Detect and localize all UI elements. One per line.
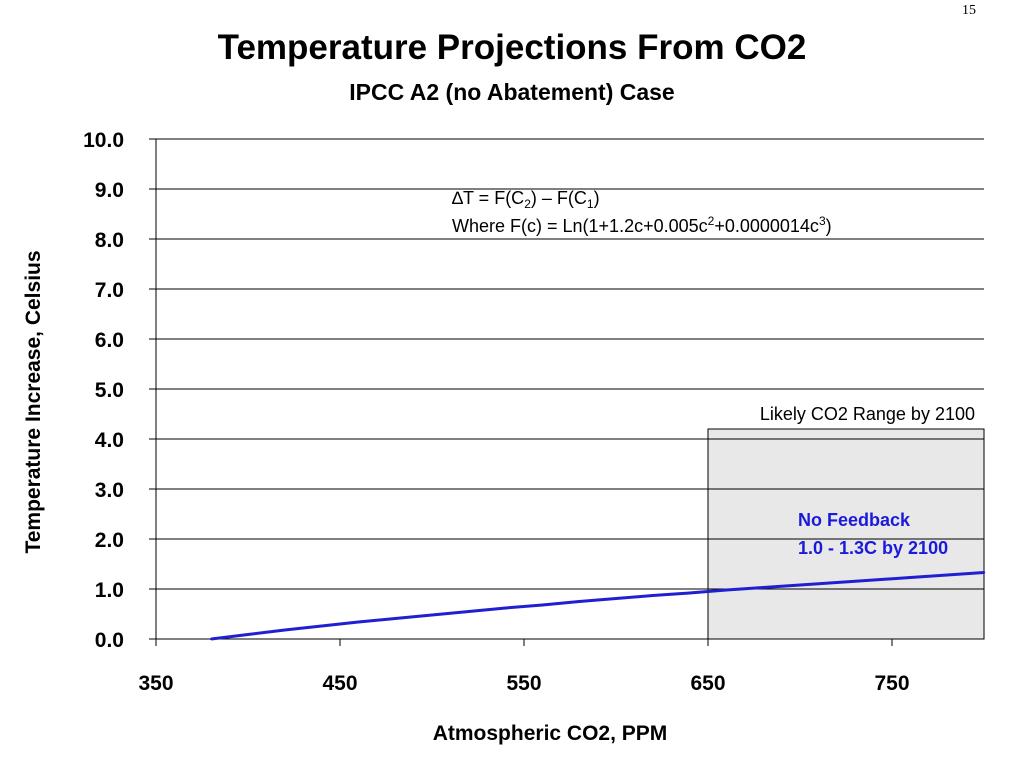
series-point	[283, 628, 286, 632]
x-ticks: 350 450 550 650 750	[138, 639, 910, 695]
series-point	[246, 633, 250, 636]
series-point	[762, 586, 765, 589]
series-point	[835, 581, 838, 584]
formula-line2: Where F(c) = Ln(1+1.2c+0.005c2+0.0000014…	[452, 214, 832, 236]
y-tick-label: 2.0	[95, 529, 124, 552]
y-tick-label: 1.0	[95, 579, 124, 602]
series-point	[467, 610, 470, 613]
x-tick-label: 750	[874, 672, 909, 695]
formula-line2-prefix: Where F(c) = Ln(1+1.2c+0.005c	[452, 216, 708, 236]
series-point	[541, 603, 544, 607]
formula-line1-sub1: 2	[524, 197, 531, 211]
x-tick-label: 450	[322, 672, 357, 695]
series-point	[614, 597, 618, 600]
series-point	[982, 571, 986, 574]
y-tick-label: 6.0	[95, 329, 124, 352]
y-axis-title: Temperature Increase, Celsius	[22, 250, 45, 553]
series-point	[946, 573, 949, 577]
x-axis-title: Atmospheric CO2, PPM	[433, 722, 668, 745]
y-tick-label: 4.0	[95, 429, 124, 452]
grid	[156, 138, 984, 590]
series-point	[430, 613, 434, 617]
range-annotation: Likely CO2 Range by 2100	[760, 404, 975, 424]
slide-number: 15	[962, 3, 976, 18]
likely-range-box	[707, 428, 985, 640]
formula-line1-prefix: ∆T = F(C	[452, 188, 524, 208]
formula-line2-suffix: )	[826, 216, 832, 236]
formula-line2-mid: +0.0000014c	[714, 216, 819, 236]
series-point	[651, 594, 654, 597]
series-point	[504, 606, 507, 610]
chart-title: Temperature Projections From CO2	[217, 28, 807, 67]
formula-line1-mid: ) – F(C	[531, 188, 587, 208]
series-point	[320, 624, 323, 628]
series-point	[872, 578, 875, 582]
feedback-label-line2: 1.0 - 1.3C by 2100	[798, 538, 948, 558]
y-tick-label: 8.0	[95, 229, 124, 252]
chart-subtitle: IPCC A2 (no Abatement) Case	[349, 79, 675, 105]
series-point	[798, 583, 802, 587]
y-tick-label: 3.0	[95, 479, 124, 502]
formula-line1: ∆T = F(C2) – F(C1)	[452, 188, 600, 211]
feedback-label-line1: No Feedback	[798, 510, 911, 530]
series-points	[210, 571, 986, 641]
series-point	[706, 590, 710, 593]
series-point	[210, 637, 213, 641]
series-point	[688, 591, 691, 595]
series-point	[725, 588, 728, 592]
y-ticks: 0.0 1.0 2.0 3.0 4.0 5.0 6.0 7.0 8.0 9.0 10.0	[83, 129, 156, 652]
formula-line2-sup1: 2	[708, 214, 715, 228]
y-tick-label: 0.0	[95, 629, 124, 652]
x-tick-label: 650	[690, 672, 725, 695]
y-tick-label: 7.0	[95, 279, 124, 302]
series-point	[909, 576, 912, 579]
x-tick-label: 350	[138, 672, 173, 695]
series-point	[394, 617, 397, 620]
y-tick-label: 5.0	[95, 379, 124, 402]
formula-line1-sub2: 1	[587, 197, 594, 211]
formula-line1-suffix: )	[594, 188, 600, 208]
y-tick-label: 9.0	[95, 179, 124, 202]
x-tick-label: 550	[506, 672, 541, 695]
formula-line2-sup2: 3	[819, 214, 826, 228]
series-point	[578, 600, 581, 603]
series-point	[357, 620, 360, 624]
y-tick-label: 10.0	[83, 129, 124, 152]
